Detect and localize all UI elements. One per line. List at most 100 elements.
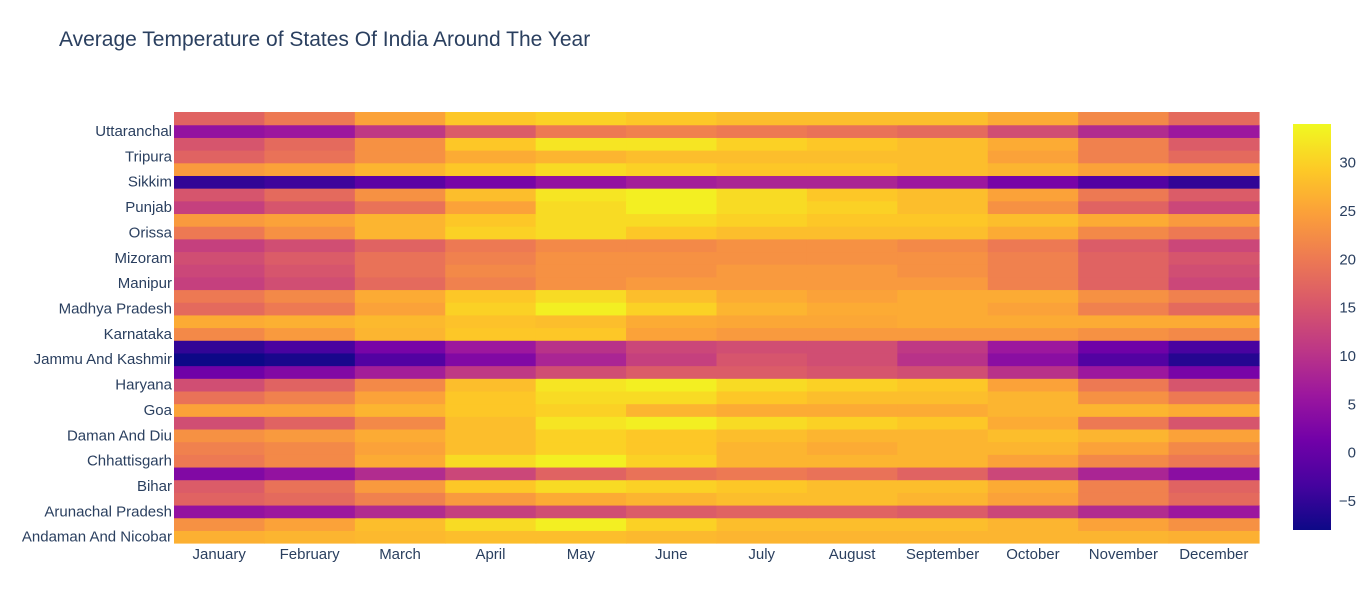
heatmap-cell [1078, 403, 1170, 417]
heatmap-cell [1168, 530, 1260, 544]
heatmap-cell [626, 112, 718, 126]
heatmap-cell [445, 492, 537, 506]
heatmap-cell [354, 352, 446, 367]
heatmap-cell [987, 112, 1079, 126]
heatmap-cell [264, 327, 356, 341]
heatmap-cell [626, 517, 718, 531]
heatmap-cell [354, 454, 446, 468]
heatmap-cell [535, 251, 627, 265]
heatmap-cell [716, 517, 808, 531]
heatmap-cell [1078, 479, 1170, 493]
heatmap-cell [987, 188, 1079, 202]
heatmap-cell [535, 327, 627, 341]
heatmap-cell [1168, 150, 1260, 164]
heatmap-cell [174, 226, 266, 240]
heatmap-cell [354, 390, 446, 405]
heatmap-cell [987, 124, 1079, 138]
heatmap-cell [264, 112, 356, 126]
heatmap-cell [806, 403, 898, 417]
heatmap-cell [897, 213, 989, 227]
heatmap-cell [1078, 289, 1170, 303]
heatmap-cell [174, 264, 266, 278]
heatmap-cell [1078, 226, 1170, 240]
heatmap-cell [716, 124, 808, 138]
heatmap-cell [354, 162, 446, 176]
heatmap-cell [806, 112, 898, 126]
heatmap-cell [716, 314, 808, 329]
heatmap-cell [806, 517, 898, 531]
heatmap-cell [1078, 492, 1170, 506]
heatmap-cell [174, 327, 266, 341]
heatmap-cell [897, 403, 989, 417]
heatmap-cell [1168, 327, 1260, 341]
heatmap-cell [1078, 327, 1170, 341]
heatmap-cell [174, 365, 266, 379]
heatmap-cell [1168, 454, 1260, 468]
heatmap-cell [1168, 175, 1260, 189]
heatmap-cell [535, 289, 627, 303]
heatmap-cell [445, 428, 537, 443]
colorbar-tick-label: 10 [1339, 348, 1356, 365]
heatmap-cell [987, 517, 1079, 531]
chart-title: Average Temperature of States Of India A… [59, 28, 591, 51]
heatmap-cell [1078, 124, 1170, 138]
heatmap-cell [1078, 314, 1170, 329]
heatmap-cell [716, 403, 808, 417]
heatmap-cell [535, 340, 627, 354]
heatmap-cell [535, 238, 627, 253]
heatmap-cell [806, 137, 898, 151]
heatmap-cell [354, 340, 446, 354]
heatmap-cell [1078, 188, 1170, 202]
heatmap-cell [1078, 517, 1170, 531]
heatmap-cell [626, 530, 718, 544]
heatmap-cell [716, 441, 808, 455]
heatmap-cell [806, 238, 898, 253]
heatmap-cell [626, 137, 718, 151]
heatmap-cell [1168, 340, 1260, 354]
heatmap-cell [174, 162, 266, 176]
heatmap-cell [1168, 112, 1260, 126]
heatmap-cell [535, 428, 627, 443]
heatmap-cell [1078, 352, 1170, 367]
heatmap-cell [897, 276, 989, 291]
heatmap-cell [445, 479, 537, 493]
y-tick-label: Uttaranchal [95, 123, 172, 140]
heatmap-cell [174, 175, 266, 189]
heatmap-cell [1168, 428, 1260, 443]
heatmap-cell [174, 454, 266, 468]
heatmap-cell [354, 226, 446, 240]
heatmap-cell [264, 150, 356, 164]
heatmap-cell [535, 403, 627, 417]
heatmap-cell [1168, 200, 1260, 215]
heatmap-cell [806, 504, 898, 519]
heatmap-cell [445, 378, 537, 392]
heatmap-cell [354, 504, 446, 519]
colorbar [1293, 124, 1331, 530]
heatmap-cell [987, 454, 1079, 468]
heatmap-cell [445, 264, 537, 278]
y-tick-label: Goa [144, 402, 173, 419]
heatmap-cell [174, 112, 266, 126]
heatmap-cell [626, 162, 718, 176]
heatmap-cell [626, 251, 718, 265]
heatmap-cell [987, 264, 1079, 278]
heatmap-cell [806, 530, 898, 544]
heatmap-cell [716, 251, 808, 265]
heatmap-cell [1168, 416, 1260, 430]
heatmap-cell [445, 124, 537, 138]
heatmap-cell [264, 466, 356, 481]
heatmap-cell [535, 492, 627, 506]
heatmap-cell [445, 162, 537, 176]
heatmap-cell [264, 352, 356, 367]
heatmap-cell [354, 428, 446, 443]
heatmap-cell [987, 175, 1079, 189]
heatmap-cell [806, 251, 898, 265]
heatmap-cell [987, 340, 1079, 354]
heatmap-cell [445, 416, 537, 430]
heatmap-cell [445, 530, 537, 544]
heatmap-cell [354, 124, 446, 138]
heatmap-cell [987, 314, 1079, 329]
heatmap-cell [716, 390, 808, 405]
heatmap-cell [897, 289, 989, 303]
x-tick-label: November [1089, 546, 1158, 563]
